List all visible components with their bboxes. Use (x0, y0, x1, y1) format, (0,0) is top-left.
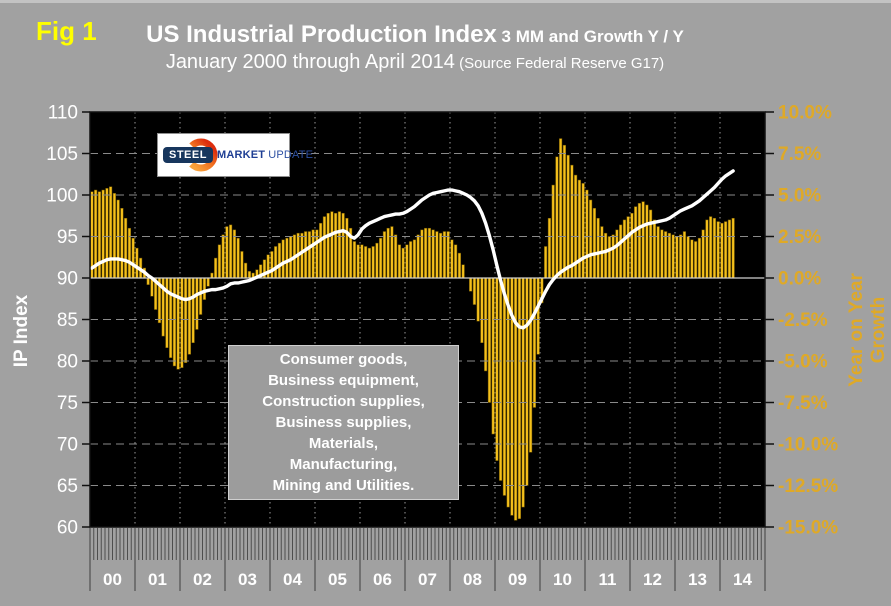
svg-text:09: 09 (508, 570, 527, 589)
figure-label: Fig 1 (36, 16, 97, 46)
svg-text:-12.5%: -12.5% (778, 476, 838, 497)
top-border-strip (0, 0, 891, 3)
svg-text:100: 100 (46, 186, 78, 207)
steel-market-update-logo: STEEL MARKET UPDATE (157, 133, 313, 177)
annotation-line: Manufacturing, (289, 456, 398, 473)
svg-text:0.0%: 0.0% (778, 269, 821, 290)
svg-text:04: 04 (283, 570, 302, 589)
svg-text:11: 11 (599, 570, 617, 589)
svg-text:01: 01 (148, 570, 167, 589)
chart-title-suffix: 3 MM and Growth Y / Y (496, 27, 684, 46)
title-block: US Industrial Production Index 3 MM and … (60, 20, 770, 75)
svg-text:-5.0%: -5.0% (778, 352, 828, 373)
svg-text:65: 65 (57, 476, 78, 497)
svg-text:12: 12 (643, 570, 662, 589)
annotation-line: Materials, (308, 435, 379, 452)
svg-text:10: 10 (553, 570, 572, 589)
svg-text:13: 13 (688, 570, 707, 589)
svg-text:7.5%: 7.5% (778, 144, 821, 165)
svg-text:5.0%: 5.0% (778, 186, 821, 207)
logo-word-market: MARKET (216, 149, 266, 161)
right-axis-title: Year on Year Growth (846, 273, 889, 387)
svg-text:14: 14 (733, 570, 752, 589)
logo-text-row: STEEL MARKET UPDATE (158, 134, 313, 176)
svg-text:105: 105 (46, 144, 78, 165)
svg-text:06: 06 (373, 570, 392, 589)
ip-index-line (90, 169, 735, 330)
svg-text:02: 02 (193, 570, 212, 589)
chart-title: US Industrial Production Index 3 MM and … (60, 20, 770, 50)
sectors-annotation-box: Consumer goods, Business equipment, Constr… (228, 345, 459, 500)
svg-text:110: 110 (48, 103, 78, 124)
svg-text:80: 80 (57, 352, 78, 373)
left-axis-ticks (82, 111, 90, 528)
horizontal-gridlines (90, 153, 765, 486)
svg-text:60: 60 (57, 518, 78, 539)
svg-text:2.5%: 2.5% (778, 227, 821, 248)
svg-text:00: 00 (103, 570, 122, 589)
logo-word-update: UPDATE (268, 149, 314, 161)
svg-text:07: 07 (418, 570, 437, 589)
annotation-line: Business equipment, (268, 372, 419, 389)
logo-word-steel: STEEL (163, 147, 213, 163)
svg-text:90: 90 (57, 269, 78, 290)
month-comb-ticks (89, 528, 766, 560)
svg-text:05: 05 (328, 570, 347, 589)
chart-title-main: US Industrial Production Index (146, 21, 497, 48)
annotation-line: Business supplies, (275, 414, 412, 431)
svg-text:08: 08 (463, 570, 482, 589)
svg-text:-15.0%: -15.0% (778, 518, 838, 539)
svg-text:-10.0%: -10.0% (778, 435, 838, 456)
left-axis-labels: 60 65 70 75 80 85 90 95 100 105 110 (46, 103, 78, 539)
annotation-line: Consumer goods, (279, 351, 408, 368)
annotation-line: Construction supplies, (262, 393, 425, 410)
left-axis-title: IP Index (11, 294, 32, 368)
right-axis-ticks (765, 111, 774, 528)
growth-bars (90, 138, 735, 521)
svg-text:-7.5%: -7.5% (778, 393, 828, 414)
chart-subtitle-range: January 2000 through April 2014 (165, 51, 455, 73)
annotation-line: Mining and Utilities. (272, 477, 415, 494)
chart-subtitle: January 2000 through April 2014 (Source … (60, 50, 770, 75)
svg-text:03: 03 (238, 570, 257, 589)
logo-crescent-icon (184, 138, 218, 172)
svg-text:-2.5%: -2.5% (778, 310, 828, 331)
chart-subtitle-source: (Source Federal Reserve G17) (454, 55, 665, 72)
right-axis-labels: 10.0% 7.5% 5.0% 2.5% 0.0% -2.5% -5.0% -7.5% -10.… (778, 103, 838, 539)
year-separators (89, 528, 766, 591)
svg-text:95: 95 (57, 227, 78, 248)
year-labels: 00 01 02 03 04 05 06 07 08 09 10 11 12 13 14 (103, 570, 752, 589)
svg-text:85: 85 (57, 310, 78, 331)
svg-text:10.0%: 10.0% (778, 103, 832, 124)
svg-text:75: 75 (57, 393, 78, 414)
svg-text:70: 70 (57, 435, 78, 456)
